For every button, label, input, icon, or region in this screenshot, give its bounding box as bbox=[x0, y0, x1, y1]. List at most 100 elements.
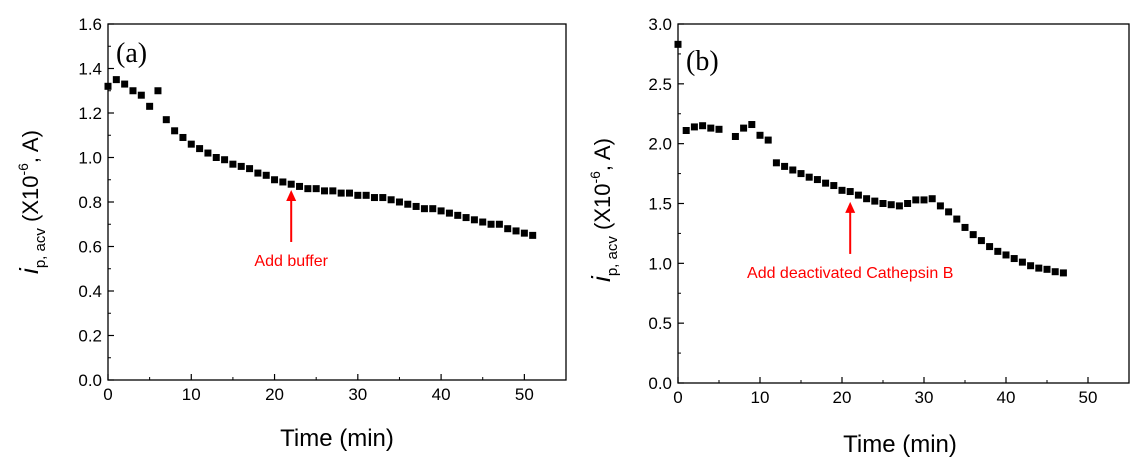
data-point bbox=[977, 237, 985, 245]
data-point bbox=[813, 176, 821, 184]
data-point bbox=[437, 207, 445, 215]
y-tick-label: 2.5 bbox=[648, 75, 672, 94]
x-tick-label: 40 bbox=[997, 388, 1016, 407]
data-point bbox=[520, 229, 528, 237]
data-point bbox=[512, 227, 520, 235]
data-point bbox=[254, 169, 262, 177]
y-tick-label: 0.6 bbox=[78, 238, 102, 257]
data-point bbox=[487, 220, 495, 228]
data-point bbox=[279, 178, 287, 186]
annotation-arrowhead-a bbox=[286, 189, 297, 201]
data-point bbox=[271, 176, 279, 184]
data-point bbox=[863, 195, 871, 203]
data-point bbox=[912, 196, 920, 204]
y-axis-symbol-a: i bbox=[14, 267, 44, 274]
data-point bbox=[462, 214, 470, 222]
data-point bbox=[121, 80, 129, 88]
x-tick-label: 10 bbox=[182, 385, 201, 404]
data-point bbox=[969, 231, 977, 239]
data-point bbox=[920, 196, 928, 204]
data-point bbox=[104, 82, 112, 90]
data-point bbox=[479, 218, 487, 226]
y-ticks-a: 0.0 0.2 0.4 0.6 0.8 1.0 1.2 1.4 1.6 bbox=[78, 15, 114, 390]
x-ticks-b: 0 10 20 30 40 50 bbox=[673, 377, 1097, 407]
data-point bbox=[961, 223, 969, 231]
data-point bbox=[764, 136, 772, 144]
data-point bbox=[429, 205, 437, 213]
y-axis-unit-b: (X10 bbox=[590, 184, 615, 237]
y-tick-label: 3.0 bbox=[648, 15, 672, 34]
data-point bbox=[354, 191, 362, 199]
x-tick-label: 30 bbox=[915, 388, 934, 407]
data-point bbox=[879, 200, 887, 207]
data-point bbox=[296, 182, 304, 190]
data-point bbox=[312, 185, 320, 193]
data-point bbox=[129, 87, 137, 95]
data-point bbox=[690, 123, 698, 131]
y-tick-label: 1.0 bbox=[648, 254, 672, 273]
y-tick-label: 0.0 bbox=[648, 374, 672, 393]
data-point bbox=[529, 231, 537, 239]
data-point bbox=[387, 196, 395, 204]
annotation-b: Add deactivated Cathepsin B bbox=[747, 201, 953, 282]
data-point bbox=[1043, 265, 1051, 273]
x-ticks-a: 0 10 20 30 40 50 bbox=[103, 374, 534, 404]
data-point bbox=[945, 208, 953, 216]
panel-a: 0 10 20 30 40 50 0.00.20.40.60.81.01.21.41.6 … bbox=[14, 15, 567, 452]
data-point bbox=[379, 194, 387, 202]
data-point bbox=[895, 202, 903, 210]
x-tick-label: 30 bbox=[348, 385, 367, 404]
data-point bbox=[740, 124, 748, 132]
y-axis-exponent-b: -6 bbox=[587, 171, 603, 184]
y-tick-label: 1.4 bbox=[78, 60, 102, 79]
data-point bbox=[454, 211, 462, 219]
data-point bbox=[756, 131, 764, 139]
data-point bbox=[420, 205, 428, 213]
y-axis-title-a: ip, acv (X10-6, A) bbox=[14, 130, 49, 274]
data-point bbox=[171, 127, 179, 135]
annotation-a: Add buffer bbox=[254, 189, 329, 270]
data-point bbox=[146, 102, 154, 110]
data-point bbox=[162, 116, 170, 124]
data-point bbox=[994, 247, 1002, 255]
data-point bbox=[707, 124, 715, 132]
data-point bbox=[1018, 258, 1026, 266]
data-point bbox=[854, 191, 862, 199]
y-tick-label: 0.0 bbox=[78, 371, 102, 390]
x-axis-title-b: Time (min) bbox=[843, 431, 957, 458]
x-tick-label: 10 bbox=[751, 388, 770, 407]
data-point bbox=[495, 220, 503, 228]
data-point bbox=[304, 185, 312, 193]
x-tick-label: 0 bbox=[673, 388, 682, 407]
x-tick-label: 40 bbox=[432, 385, 451, 404]
annotation-label-a: Add buffer bbox=[254, 253, 328, 270]
data-point bbox=[345, 189, 353, 197]
x-tick-label: 50 bbox=[1079, 388, 1098, 407]
data-point bbox=[682, 127, 690, 135]
data-point bbox=[337, 189, 345, 197]
y-axis-title-b: ip, acv (X10-6, A) bbox=[586, 138, 621, 282]
data-point bbox=[470, 216, 478, 224]
data-point bbox=[846, 188, 854, 196]
y-axis-subscript-b: p, acv bbox=[604, 236, 621, 277]
data-point bbox=[1002, 251, 1010, 259]
y-axis-exponent-a: -6 bbox=[15, 163, 31, 176]
panel-label-a: (a) bbox=[116, 38, 147, 69]
y-axis-symbol-b: i bbox=[586, 275, 616, 282]
y-tick-label: 0.8 bbox=[78, 193, 102, 212]
annotation-arrowhead-b bbox=[845, 201, 856, 213]
y-tick-label: 1.2 bbox=[78, 104, 102, 123]
data-point bbox=[229, 160, 237, 168]
y-tick-label: 0.2 bbox=[78, 327, 102, 346]
annotation-label-b: Add deactivated Cathepsin B bbox=[747, 265, 953, 282]
data-point bbox=[822, 179, 830, 187]
data-point bbox=[797, 170, 805, 178]
data-point bbox=[404, 200, 412, 208]
data-point bbox=[187, 140, 195, 148]
data-point bbox=[904, 200, 912, 207]
data-point bbox=[221, 156, 229, 164]
data-point bbox=[1051, 268, 1059, 276]
y-axis-subscript-a: p, acv bbox=[32, 228, 49, 269]
data-points-a bbox=[104, 76, 537, 239]
